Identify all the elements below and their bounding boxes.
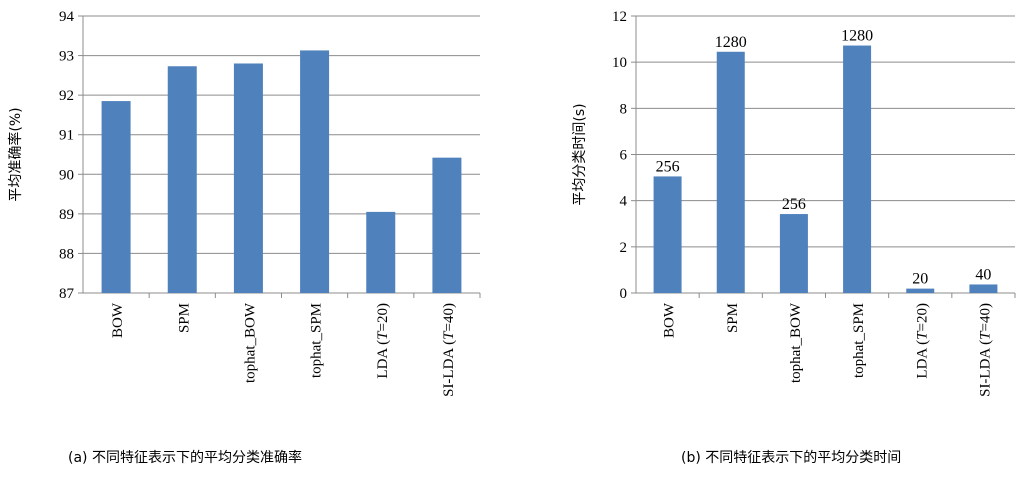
bar [300,50,330,294]
x-tick-label: tophat_SPM [309,303,325,378]
x-tick-label: SI-LDA (T=40) [441,303,457,397]
y-tick-label: 2 [620,240,628,256]
x-tick-label: tophat_BOW [242,302,258,383]
x-tick-label: SPM [176,303,192,333]
bar [101,101,131,293]
caption-accuracy-chart: (a) 不同特征表示下的平均分类准确率 [68,449,302,466]
x-tick-label: BOW [110,302,126,338]
y-tick-label: 8 [620,101,628,117]
bar [906,288,935,293]
bar [432,157,462,293]
bar [233,63,263,293]
chart-classification-time: 0 2 4 6 8 10 12 256 BOW 1280 SPM 256 tophat_BOW 1280 t… [572,9,1016,397]
data-label: 1280 [715,34,747,51]
y-tick-label: 92 [59,88,74,104]
y-tick-label: 89 [59,207,74,223]
y-tick-label: 6 [620,148,628,164]
bar [653,176,682,293]
y-tick-label: 87 [59,286,75,302]
chart-accuracy: 87 88 89 90 91 92 93 94 BOW SPM tophat_BOW tophat_S… [7,9,481,397]
bar [843,45,872,294]
y-tick-label: 0 [620,286,628,302]
bar [716,51,745,293]
y-tick-label: 10 [612,55,627,71]
caption-time-chart: (b) 不同特征表示下的平均分类时间 [681,450,901,466]
x-tick-label: LDA (T=20) [914,303,930,379]
data-label: 20 [912,271,928,288]
y-axis-title: 平均分类时间(s) [572,103,588,205]
y-axis-title: 平均准确率(%) [7,107,24,201]
data-label: 40 [975,266,991,283]
bar [167,66,197,294]
x-tick-label: tophat_BOW [788,302,804,383]
bar [779,214,808,293]
y-tick-label: 4 [620,194,628,210]
data-label: 1280 [841,28,873,45]
y-tick-label: 90 [59,167,74,183]
y-tick-label: 93 [59,49,74,65]
y-tick-label: 88 [59,246,74,262]
y-tick-label: 91 [59,128,74,144]
x-tick-label: SI-LDA (T=40) [977,303,993,397]
y-tick-label: 94 [59,9,75,25]
bar [366,211,396,293]
data-label: 256 [782,196,806,213]
x-tick-label: LDA (T=20) [375,303,391,379]
x-tick-label: tophat_SPM [851,303,867,378]
bar [969,284,998,293]
x-tick-label: SPM [725,303,741,333]
data-label: 256 [656,158,680,175]
x-tick-label: BOW [662,302,678,338]
y-tick-label: 12 [612,9,627,25]
